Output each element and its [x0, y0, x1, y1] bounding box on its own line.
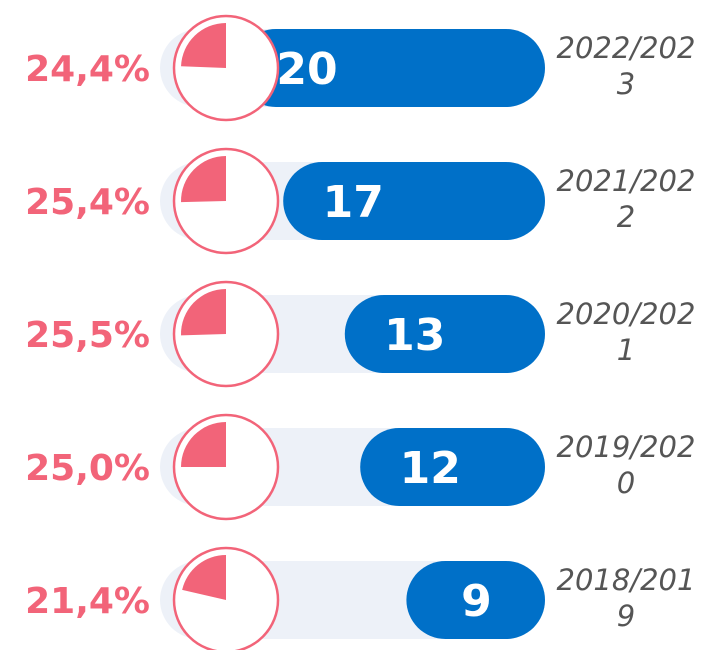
percentage-label: 21,4% [25, 581, 150, 622]
bar [344, 295, 545, 373]
year-label: 2020/2021 [556, 297, 696, 367]
year-label: 2022/2023 [556, 31, 696, 101]
bar [406, 561, 545, 639]
bar-value-label: 20 [276, 44, 337, 95]
percentage-label: 25,0% [25, 448, 150, 489]
year-label: 2018/2019 [556, 563, 696, 633]
pie-wedge [181, 289, 226, 336]
bar [360, 428, 545, 506]
pie-wedge [181, 422, 226, 467]
pie-wedge [181, 23, 226, 68]
bar-value-label: 9 [461, 576, 492, 627]
pie-wedge [180, 156, 226, 203]
bar [237, 29, 545, 107]
bar [283, 162, 545, 240]
bar-value-label: 13 [384, 310, 445, 361]
pie-wedge [182, 555, 226, 600]
year-label: 2019/2020 [556, 430, 696, 500]
bar-value-label: 12 [400, 443, 461, 494]
percentage-label: 25,4% [25, 182, 150, 223]
percentage-label: 25,5% [25, 315, 150, 356]
percentage-label: 24,4% [25, 49, 150, 90]
bar-value-label: 17 [323, 177, 384, 228]
year-label: 2021/2022 [556, 164, 696, 234]
